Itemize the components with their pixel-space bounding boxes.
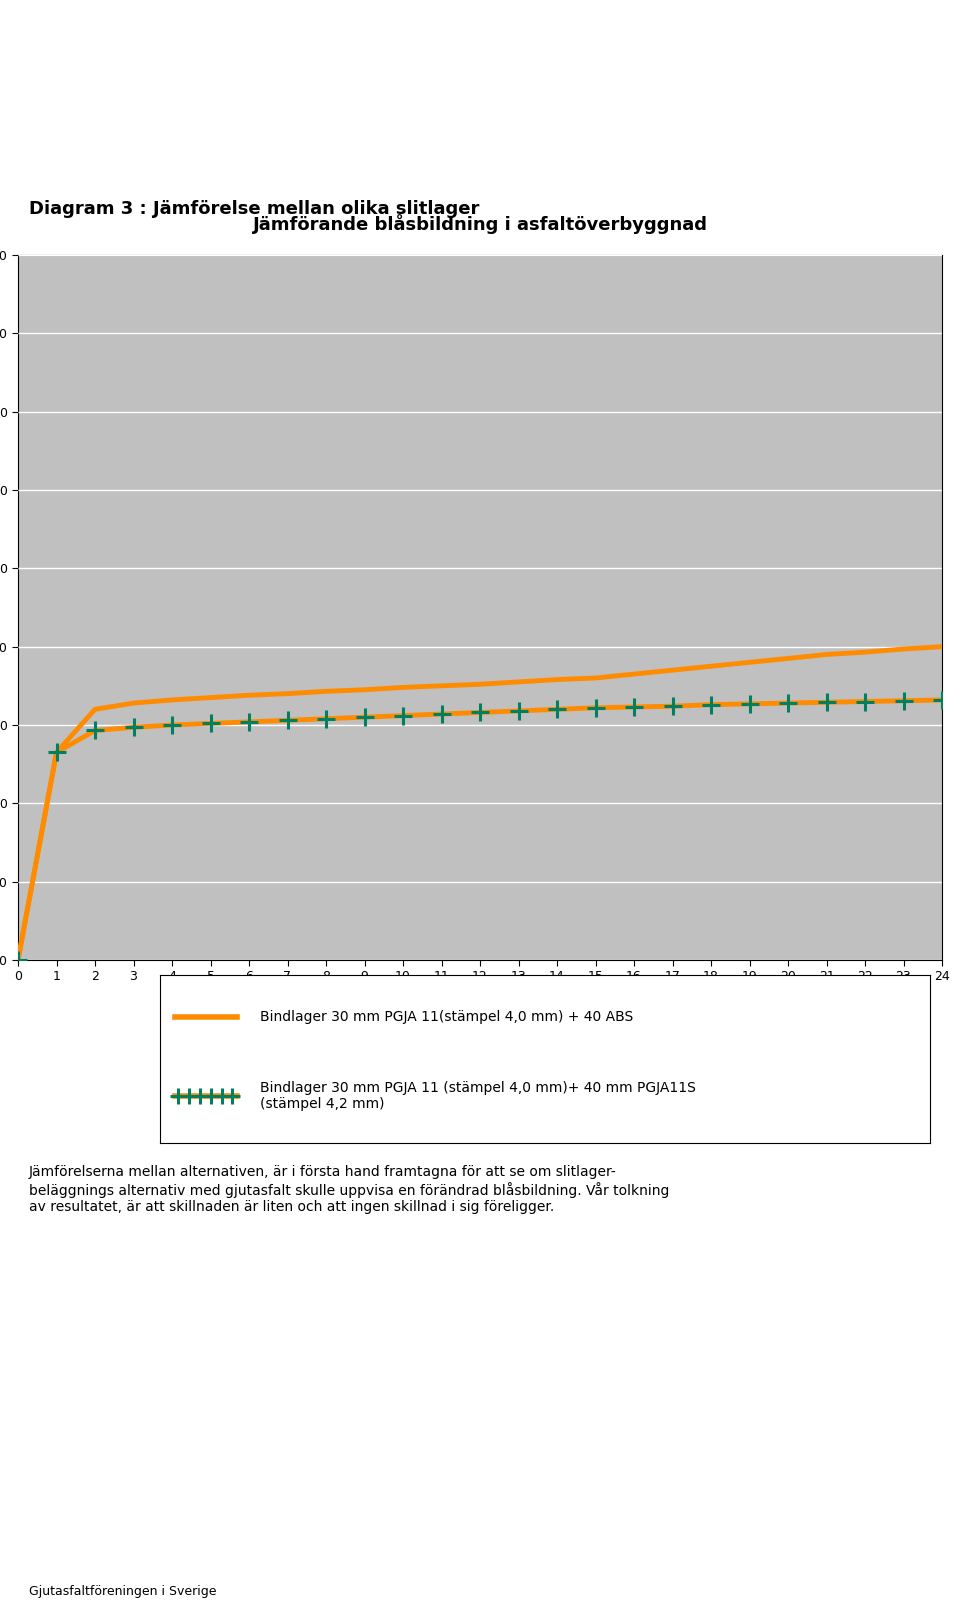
Title: Jämförande blåsbildning i asfaltöverbyggnad: Jämförande blåsbildning i asfaltöverbygg… — [252, 214, 708, 233]
Text: Gjutasfaltföreningen i Sverige: Gjutasfaltföreningen i Sverige — [29, 1585, 216, 1598]
Text: Bindlager 30 mm PGJA 11 (stämpel 4,0 mm)+ 40 mm PGJA11S
(stämpel 4,2 mm): Bindlager 30 mm PGJA 11 (stämpel 4,0 mm)… — [260, 1081, 696, 1112]
Text: Bindlager 30 mm PGJA 11(stämpel 4,0 mm) + 40 ABS: Bindlager 30 mm PGJA 11(stämpel 4,0 mm) … — [260, 1010, 634, 1023]
Text: Jämförelserna mellan alternativen, är i första hand framtagna för att se om slit: Jämförelserna mellan alternativen, är i … — [29, 1165, 669, 1213]
X-axis label: Tid (tim): Tid (tim) — [446, 991, 514, 1006]
Text: Diagram 3 : Jämförelse mellan olika slitlager: Diagram 3 : Jämförelse mellan olika slit… — [29, 200, 479, 217]
